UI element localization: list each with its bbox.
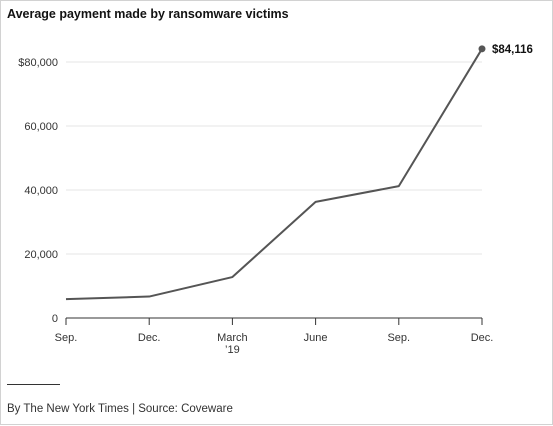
y-tick-label: $80,000 (18, 57, 58, 69)
footer-rule (7, 384, 60, 385)
x-tick-label: June (304, 332, 328, 344)
source-credit: By The New York Times | Source: Coveware (7, 403, 233, 415)
x-tick-label: March (217, 332, 248, 344)
chart-title: Average payment made by ransomware victi… (7, 7, 289, 21)
y-tick-label: 40,000 (24, 185, 58, 197)
y-tick-label: 60,000 (24, 121, 58, 133)
x-tick-label: Sep. (55, 332, 78, 344)
end-value-label: $84,116 (492, 44, 533, 56)
x-tick-label: Sep. (387, 332, 410, 344)
y-tick-label: 0 (52, 313, 58, 325)
x-tick-label: ’19 (225, 344, 240, 356)
y-tick-label: 20,000 (24, 249, 58, 261)
x-tick-label: Dec. (471, 332, 494, 344)
end-point-marker (478, 45, 486, 53)
series-line (65, 48, 483, 301)
x-tick-label: Dec. (138, 332, 161, 344)
